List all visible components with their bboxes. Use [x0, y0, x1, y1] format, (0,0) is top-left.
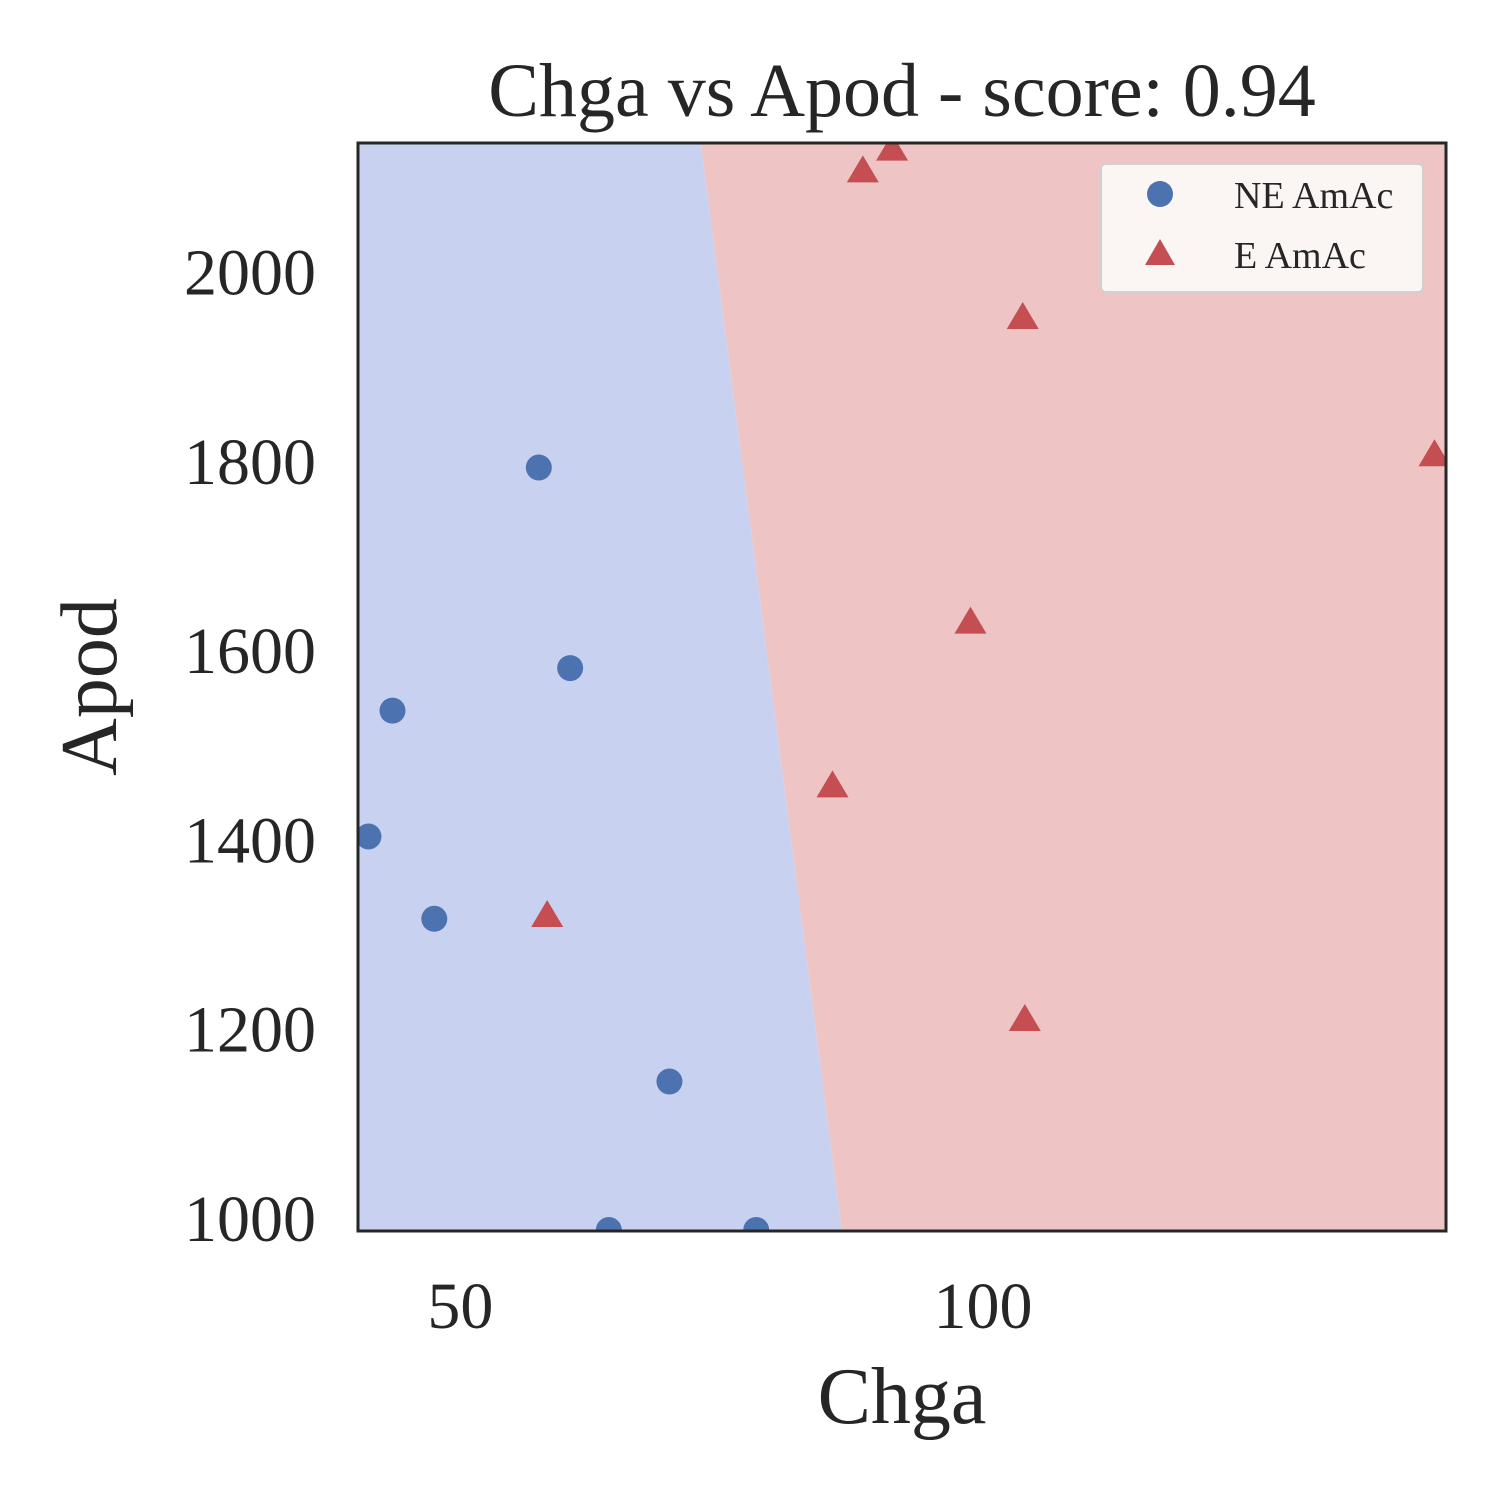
legend-marker-e-amac	[1145, 239, 1175, 265]
data-point-e-amac	[876, 143, 909, 161]
data-point-e-amac	[954, 606, 987, 634]
chart-title: Chga vs Apod - score: 0.94	[488, 49, 1315, 133]
data-point-ne-amac	[595, 1217, 622, 1231]
y-tick-label: 1000	[184, 1183, 316, 1256]
y-tick-label: 2000	[184, 237, 316, 310]
data-point-e-amac	[1008, 1004, 1041, 1032]
y-tick-label: 1600	[184, 615, 316, 688]
region-e-amac	[700, 143, 1446, 1231]
data-point-e-amac	[1006, 302, 1039, 330]
legend: NE AmAc E AmAc	[1100, 163, 1424, 293]
y-tick-label: 1800	[184, 426, 316, 499]
plot-area	[358, 143, 1446, 1231]
legend-label-ne-amac: NE AmAc	[1234, 175, 1393, 217]
y-tick-label: 1400	[184, 804, 316, 877]
data-point-e-amac	[531, 899, 564, 927]
x-tick-label: 50	[427, 1270, 493, 1343]
x-tick-label: 100	[933, 1270, 1032, 1343]
x-axis-label: Chga	[818, 1353, 987, 1441]
region-ne-amac	[358, 143, 842, 1231]
y-axis-label: Apod	[46, 598, 134, 776]
data-point-e-amac	[1418, 439, 1446, 467]
data-point-e-amac	[846, 155, 879, 183]
data-point-ne-amac	[656, 1068, 683, 1095]
data-point-ne-amac	[525, 454, 552, 481]
legend-marker-ne-amac	[1147, 181, 1173, 207]
legend-label-e-amac: E AmAc	[1234, 235, 1366, 277]
legend-box	[1100, 163, 1424, 293]
data-point-e-amac	[816, 770, 849, 798]
data-point-ne-amac	[358, 823, 382, 850]
plot-frame	[356, 141, 1448, 1233]
x-axis-ticks: 50 100	[427, 1270, 1032, 1343]
data-point-ne-amac	[743, 1217, 770, 1231]
y-tick-label: 1200	[184, 994, 316, 1067]
data-point-ne-amac	[379, 697, 406, 724]
data-point-ne-amac	[421, 905, 448, 932]
data-point-ne-amac	[557, 655, 584, 682]
data-points	[358, 143, 1446, 1231]
y-axis-ticks: 1000 1200 1400 1600 1800 2000	[184, 237, 316, 1256]
